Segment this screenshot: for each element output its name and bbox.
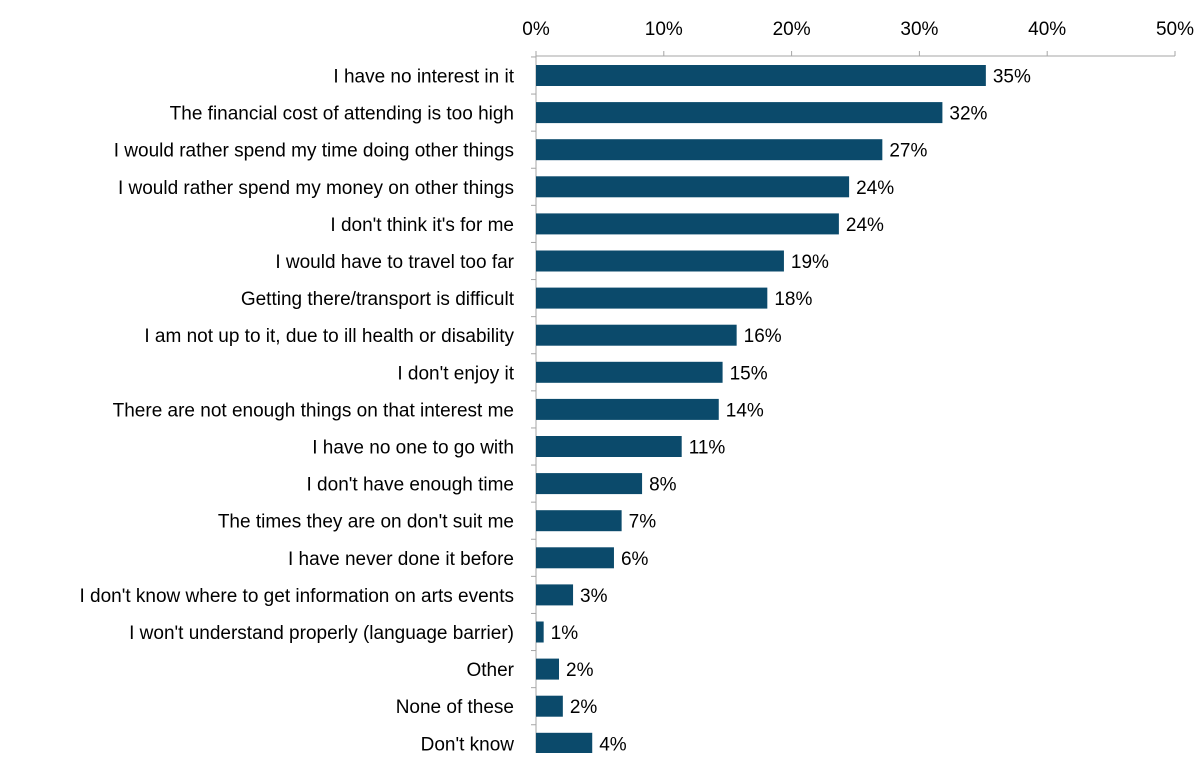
data-label: 16% (744, 326, 782, 347)
category-label: I would have to travel too far (275, 252, 514, 273)
bar (536, 510, 622, 532)
category-label: Other (466, 660, 514, 681)
category-label: I don't enjoy it (397, 363, 514, 384)
bar (536, 436, 682, 457)
category-label: There are not enough things on that inte… (113, 400, 514, 421)
data-label: 7% (629, 512, 657, 533)
category-label: I have no interest in it (333, 67, 514, 88)
data-label: 4% (599, 734, 627, 753)
category-label: The times they are on don't suit me (218, 512, 514, 533)
data-label: 8% (649, 475, 677, 496)
bar (536, 361, 723, 383)
category-label: I am not up to it, due to ill health or … (144, 326, 514, 347)
category-label: I have never done it before (288, 549, 514, 570)
data-label: 14% (726, 400, 764, 421)
label-layer: I have no interest in it 35% The financial… (79, 67, 1031, 756)
bar (536, 695, 563, 717)
bar-layer (536, 65, 986, 754)
axis-layer: 0% 10% 20% 30% 40% 50% (522, 19, 1194, 758)
data-label: 11% (689, 438, 726, 459)
category-label: I don't have enough time (307, 475, 515, 496)
category-label: I won't understand properly (language ba… (129, 623, 514, 644)
category-label: None of these (396, 697, 514, 718)
data-label: 1% (551, 623, 579, 644)
bar (536, 473, 643, 495)
data-label: 35% (993, 67, 1031, 88)
bar (536, 584, 574, 606)
bar (536, 102, 943, 124)
bar (536, 65, 986, 86)
x-tick-label: 30% (900, 19, 938, 40)
bar (536, 621, 544, 643)
category-label: I don't know where to get information on… (79, 586, 514, 607)
category-label: The financial cost of attending is too h… (170, 104, 514, 125)
data-label: 2% (570, 697, 598, 718)
bar (536, 658, 560, 680)
x-tick-label: 50% (1156, 19, 1194, 40)
data-label: 24% (846, 215, 884, 236)
data-label: 24% (856, 178, 894, 199)
category-label: Don't know (421, 734, 515, 753)
data-label: 2% (566, 660, 594, 681)
data-label: 6% (621, 549, 649, 570)
category-label: Getting there/transport is difficult (241, 289, 515, 310)
bar (536, 250, 784, 272)
bar (536, 324, 737, 346)
data-label: 3% (580, 586, 608, 607)
data-label: 27% (889, 141, 927, 162)
x-tick-label: 40% (1028, 19, 1066, 40)
bar (536, 547, 614, 569)
category-label: I have no one to go with (312, 438, 514, 459)
category-label: I don't think it's for me (330, 215, 514, 236)
category-label: I would rather spend my money on other t… (118, 178, 514, 199)
bar (536, 732, 593, 754)
data-label: 18% (774, 289, 812, 310)
bar (536, 398, 719, 420)
x-tick-label: 0% (522, 19, 550, 40)
x-tick-label: 20% (773, 19, 811, 40)
bar (536, 287, 768, 309)
bar (536, 176, 850, 198)
data-label: 15% (730, 363, 768, 384)
data-label: 19% (791, 252, 829, 273)
bar (536, 139, 883, 161)
data-label: 32% (949, 104, 987, 125)
bar (536, 213, 839, 235)
category-label: I would rather spend my time doing other… (114, 141, 514, 162)
x-tick-label: 10% (645, 19, 683, 40)
